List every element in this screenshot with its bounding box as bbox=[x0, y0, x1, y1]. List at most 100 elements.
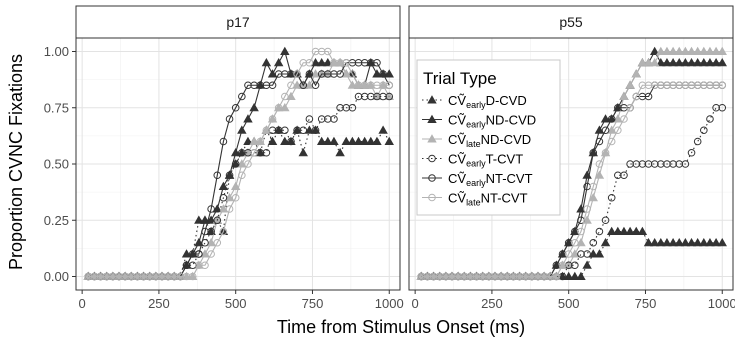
data-point bbox=[305, 115, 314, 123]
data-point bbox=[274, 103, 283, 112]
data-point bbox=[219, 193, 228, 202]
data-point bbox=[194, 215, 204, 224]
legend-label-suffix: D-CVD bbox=[486, 93, 527, 108]
data-point bbox=[213, 238, 222, 247]
legend-label-suffix: T-CVT bbox=[486, 152, 524, 167]
data-point bbox=[218, 204, 229, 213]
data-point bbox=[662, 57, 672, 67]
data-point bbox=[656, 237, 666, 247]
series-line-late_nt_cvt bbox=[88, 50, 390, 278]
legend-label: CṼearlyD-CVD bbox=[448, 93, 527, 110]
series-group bbox=[83, 46, 394, 281]
data-point bbox=[668, 46, 678, 55]
series-late_nt_cvt bbox=[417, 81, 727, 281]
data-point bbox=[243, 136, 253, 145]
data-point bbox=[717, 237, 727, 247]
data-point bbox=[213, 171, 222, 180]
data-point bbox=[643, 237, 654, 247]
legend-label-base: CṼ bbox=[448, 171, 466, 186]
data-point bbox=[583, 205, 591, 213]
data-point bbox=[293, 70, 301, 78]
data-point bbox=[218, 181, 229, 190]
data-point bbox=[589, 148, 598, 157]
data-point bbox=[281, 126, 289, 135]
data-point bbox=[212, 204, 222, 213]
data-point bbox=[305, 58, 314, 67]
legend-label-suffix: NT-CVT bbox=[486, 171, 533, 186]
data-point bbox=[280, 46, 290, 55]
series-line-late_nt_cvt bbox=[421, 84, 723, 278]
data-point bbox=[336, 70, 344, 78]
x-tick-label: 250 bbox=[481, 296, 503, 311]
data-point bbox=[311, 126, 320, 135]
data-point bbox=[341, 69, 351, 78]
x-tick-label: 250 bbox=[148, 296, 170, 311]
data-point bbox=[699, 57, 709, 67]
data-point bbox=[373, 58, 381, 67]
data-point bbox=[619, 226, 629, 235]
data-point bbox=[649, 237, 660, 247]
data-point bbox=[718, 81, 727, 90]
x-tick-label: 0 bbox=[79, 296, 86, 311]
data-point bbox=[595, 137, 604, 146]
data-point bbox=[230, 147, 241, 157]
data-point bbox=[348, 70, 357, 78]
data-point bbox=[262, 126, 271, 135]
data-point bbox=[287, 137, 295, 146]
data-point bbox=[700, 126, 708, 135]
data-point bbox=[619, 91, 629, 100]
data-point bbox=[335, 147, 345, 157]
data-point bbox=[601, 148, 610, 157]
data-point bbox=[563, 271, 574, 280]
data-point bbox=[372, 69, 382, 78]
legend-label: CṼlateND-CVD bbox=[448, 132, 531, 149]
legend-label-base: CṼ bbox=[448, 152, 466, 167]
data-point bbox=[606, 125, 617, 134]
data-point bbox=[711, 46, 721, 55]
legend-label-subscript: early bbox=[466, 178, 486, 188]
legend-entry-early_d_cvd: CṼearlyD-CVD bbox=[422, 93, 527, 110]
y-tick-label: 0.75 bbox=[44, 100, 69, 115]
data-point bbox=[201, 227, 209, 236]
legend-label-subscript: early bbox=[466, 100, 486, 110]
data-point bbox=[316, 136, 327, 145]
data-point bbox=[686, 57, 697, 67]
data-point bbox=[717, 57, 727, 67]
data-point bbox=[588, 249, 598, 258]
data-point bbox=[564, 250, 573, 258]
x-tick-label: 1000 bbox=[708, 296, 735, 311]
data-point bbox=[626, 103, 634, 112]
x-tick-label: 1000 bbox=[375, 296, 404, 311]
data-point bbox=[686, 237, 697, 247]
data-point bbox=[347, 80, 358, 89]
data-point bbox=[243, 114, 253, 123]
facet-strip bbox=[408, 5, 734, 39]
data-point bbox=[286, 91, 296, 100]
data-point bbox=[687, 148, 696, 157]
data-point bbox=[582, 215, 592, 224]
legend-entry-early_t_cvt: CṼearlyT-CVT bbox=[422, 152, 523, 169]
data-point bbox=[268, 115, 277, 123]
data-point bbox=[267, 69, 278, 78]
data-point bbox=[594, 249, 605, 258]
legend-key-marker bbox=[428, 174, 436, 182]
data-point bbox=[692, 46, 703, 55]
legend-label-suffix: ND-CVD bbox=[486, 113, 537, 128]
data-point bbox=[662, 46, 672, 55]
data-point bbox=[594, 170, 605, 179]
data-point bbox=[589, 238, 598, 247]
data-point bbox=[625, 226, 635, 235]
legend-key-marker bbox=[428, 193, 436, 202]
facet-strip bbox=[75, 5, 401, 39]
data-point bbox=[188, 272, 197, 281]
data-point bbox=[341, 136, 351, 145]
data-point bbox=[194, 237, 204, 247]
data-point bbox=[558, 261, 567, 270]
data-point bbox=[213, 216, 222, 225]
data-point bbox=[595, 227, 604, 236]
data-point bbox=[237, 159, 247, 168]
legend-entry-early_nd_cvd: CṼearlyND-CVD bbox=[422, 113, 536, 130]
data-point bbox=[686, 46, 697, 55]
data-point bbox=[637, 226, 648, 235]
legend-label-subscript: early bbox=[466, 120, 486, 130]
